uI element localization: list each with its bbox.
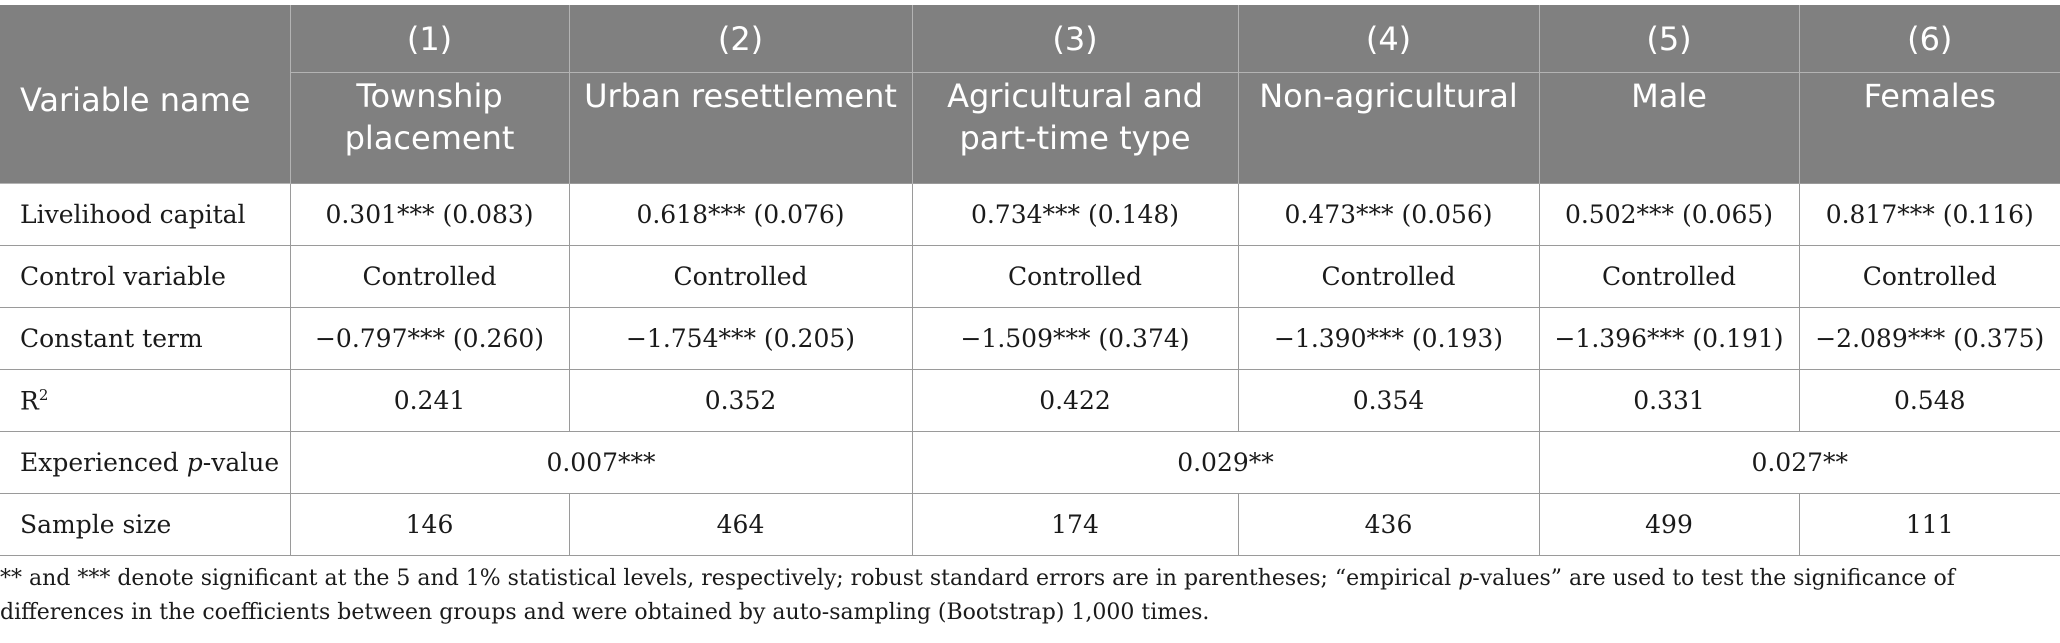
- table-cell: 499: [1539, 493, 1800, 556]
- table-row-constant-term: Constant term −0.797*** (0.260) −1.754**…: [0, 307, 2060, 370]
- table-cell: 174: [912, 493, 1239, 556]
- table-cell: −1.390*** (0.193): [1238, 307, 1540, 370]
- row-label-post: -value: [202, 448, 280, 477]
- row-label: Constant term: [0, 307, 291, 370]
- table-cell: 0.241: [290, 369, 570, 432]
- table-cell: 146: [290, 493, 570, 556]
- table-cell: Controlled: [1799, 245, 2060, 308]
- header-col-3-number: (3): [912, 5, 1239, 73]
- table-cell: 0.502*** (0.065): [1539, 183, 1800, 246]
- table-body: Livelihood capital 0.301*** (0.083) 0.61…: [0, 183, 2060, 556]
- table-row-sample-size: Sample size 146 464 174 436 499 111: [0, 493, 2060, 556]
- footnote-part-1: ** and *** denote significant at the 5 a…: [0, 566, 1459, 591]
- table-cell: −1.754*** (0.205): [569, 307, 913, 370]
- row-label: Sample size: [0, 493, 291, 556]
- table-cell: 464: [569, 493, 913, 556]
- table-row-control-variable: Control variable Controlled Controlled C…: [0, 245, 2060, 308]
- row-label-pre: Experienced: [20, 448, 187, 477]
- table-cell: Controlled: [290, 245, 570, 308]
- results-table-wrapper: Variable name (1) (2) (3) (4) (5) (6) To…: [0, 5, 2060, 556]
- row-label-base: R: [20, 386, 39, 416]
- table-cell: −2.089*** (0.375): [1799, 307, 2060, 370]
- table-header: Variable name (1) (2) (3) (4) (5) (6) To…: [0, 5, 2060, 184]
- table-cell-merged: 0.007***: [290, 431, 913, 494]
- row-label: R2: [0, 369, 291, 432]
- header-variable-name: Variable name: [0, 5, 291, 184]
- row-label: Experienced p-value: [0, 431, 291, 494]
- table-cell: Controlled: [569, 245, 913, 308]
- results-table: Variable name (1) (2) (3) (4) (5) (6) To…: [0, 5, 2060, 556]
- table-cell: 0.301*** (0.083): [290, 183, 570, 246]
- row-label: Control variable: [0, 245, 291, 308]
- table-cell: 0.331: [1539, 369, 1800, 432]
- header-col-5-number: (5): [1539, 5, 1800, 73]
- header-row-numbers: Variable name (1) (2) (3) (4) (5) (6): [0, 5, 2060, 184]
- row-label-italic: p: [186, 448, 203, 477]
- table-cell: 0.352: [569, 369, 913, 432]
- table-cell: 0.548: [1799, 369, 2060, 432]
- table-cell: 0.734*** (0.148): [912, 183, 1239, 246]
- table-cell: 0.618*** (0.076): [569, 183, 913, 246]
- table-cell: 0.354: [1238, 369, 1540, 432]
- table-cell-merged: 0.027**: [1539, 431, 2060, 494]
- header-col-4-label: Non-agricultural: [1238, 72, 1540, 184]
- table-row-livelihood-capital: Livelihood capital 0.301*** (0.083) 0.61…: [0, 183, 2060, 246]
- table-row-experienced-p-value: Experienced p-value 0.007*** 0.029** 0.0…: [0, 431, 2060, 494]
- header-col-2-number: (2): [569, 5, 913, 73]
- table-footnote: ** and *** denote significant at the 5 a…: [0, 562, 2060, 630]
- header-col-1-label: Township placement: [290, 72, 570, 184]
- header-col-6-number: (6): [1799, 5, 2060, 73]
- table-cell: 0.817*** (0.116): [1799, 183, 2060, 246]
- header-col-3-label: Agricultural and part-time type: [912, 72, 1239, 184]
- table-cell: Controlled: [1539, 245, 1800, 308]
- table-cell: 436: [1238, 493, 1540, 556]
- table-cell: 111: [1799, 493, 2060, 556]
- table-cell: 0.422: [912, 369, 1239, 432]
- header-row-labels: Township placement Urban resettlement Ag…: [0, 72, 2060, 184]
- header-col-2-label: Urban resettlement: [569, 72, 913, 184]
- header-col-6-label: Females: [1799, 72, 2060, 184]
- row-label-superscript: 2: [38, 385, 49, 404]
- header-col-4-number: (4): [1238, 5, 1540, 73]
- table-cell: Controlled: [1238, 245, 1540, 308]
- table-cell: −1.509*** (0.374): [912, 307, 1239, 370]
- header-col-1-number: (1): [290, 5, 570, 73]
- row-label: Livelihood capital: [0, 183, 291, 246]
- table-cell: −1.396*** (0.191): [1539, 307, 1800, 370]
- table-row-r-squared: R2 0.241 0.352 0.422 0.354 0.331 0.548: [0, 369, 2060, 432]
- table-cell: 0.473*** (0.056): [1238, 183, 1540, 246]
- header-col-5-label: Male: [1539, 72, 1800, 184]
- footnote-italic-p: p: [1458, 566, 1473, 591]
- table-cell: Controlled: [912, 245, 1239, 308]
- table-cell: −0.797*** (0.260): [290, 307, 570, 370]
- table-cell-merged: 0.029**: [912, 431, 1540, 494]
- footnote-part-2: -values” are used to test the significan…: [0, 566, 1955, 625]
